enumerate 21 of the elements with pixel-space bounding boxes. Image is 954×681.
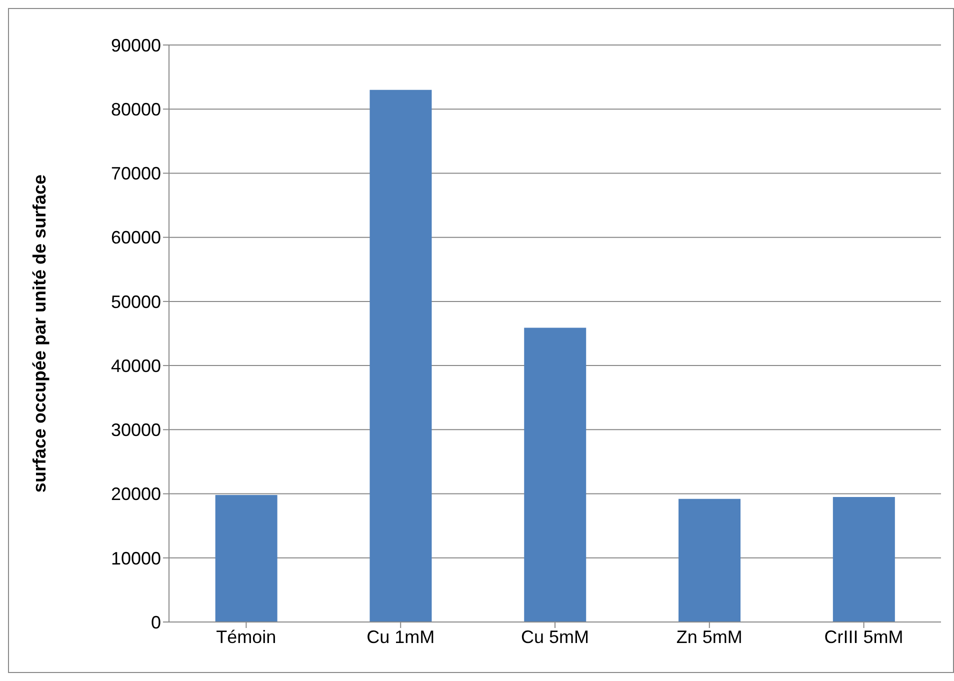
bar [832, 496, 895, 622]
bar [370, 90, 432, 622]
bar [678, 498, 741, 622]
y-tick-label: 10000 [110, 548, 161, 568]
y-tick-label: 20000 [110, 484, 161, 504]
y-tick-label: 0 [150, 612, 161, 632]
y-axis-title: surface occupée par unité de surface [29, 174, 50, 493]
y-tick-label: 50000 [110, 292, 161, 312]
y-tick-label: 90000 [110, 35, 161, 56]
x-tick-label: Zn 5mM [676, 626, 742, 647]
y-tick-label: 70000 [110, 164, 161, 184]
y-tick-label: 80000 [110, 100, 161, 120]
y-tick-label: 60000 [110, 228, 161, 248]
y-tick-label: 40000 [110, 356, 161, 376]
bar [215, 495, 278, 622]
y-tick-label: 30000 [110, 420, 161, 440]
x-tick-label: CrIII 5mM [824, 626, 904, 647]
bar [524, 328, 586, 622]
x-tick-label: Témoin [216, 626, 276, 647]
x-tick-label: Cu 5mM [520, 626, 590, 647]
x-tick-label: Cu 1mM [366, 626, 435, 647]
